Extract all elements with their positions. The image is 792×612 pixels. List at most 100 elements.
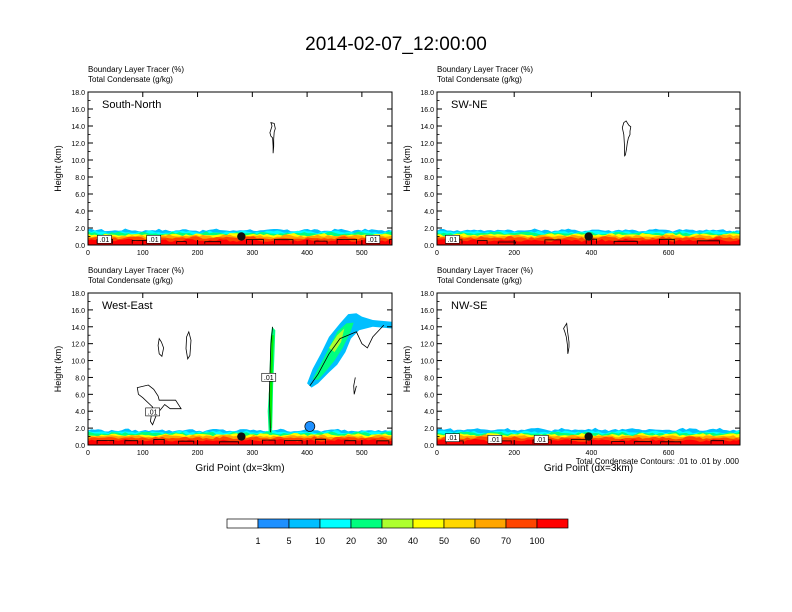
y-tick-label: 10.0	[420, 359, 434, 366]
colorbar-cell	[226, 518, 259, 529]
y-axis-label: Height (km)	[402, 145, 412, 192]
y-tick-label: 10.0	[71, 158, 85, 165]
colorbar-cell	[536, 518, 569, 529]
y-tick-label: 16.0	[420, 308, 434, 315]
y-axis-label: Height (km)	[53, 346, 63, 393]
y-tick-label: 14.0	[420, 124, 434, 131]
panel-heading-tracer: Boundary Layer Tracer (%)	[88, 65, 184, 74]
condensate-contour	[621, 120, 632, 157]
contour-label: .01	[445, 235, 460, 244]
panel-west-east: Boundary Layer Tracer (%)Total Condensat…	[53, 266, 393, 474]
colorbar-label: 70	[501, 536, 511, 546]
y-tick-label: 12.0	[71, 141, 85, 148]
x-tick-label: 400	[301, 450, 313, 457]
y-tick-label: 14.0	[71, 124, 85, 131]
y-tick-label: 4.0	[75, 409, 85, 416]
y-tick-label: 8.0	[424, 375, 434, 382]
main-title: 2014-02-07_12:00:00	[305, 34, 487, 55]
panel-name: West-East	[102, 300, 153, 312]
surface-contours	[96, 438, 390, 444]
y-tick-label: 10.0	[71, 359, 85, 366]
y-tick-label: 12.0	[71, 342, 85, 349]
contour-label-box	[445, 433, 460, 442]
y-tick-label: 18.0	[71, 90, 85, 97]
contour-label-box	[365, 235, 381, 244]
contour-label-box	[487, 435, 503, 444]
panel-heading-tracer: Boundary Layer Tracer (%)	[437, 266, 533, 275]
x-tick-label: 400	[301, 250, 313, 257]
y-tick-label: 2.0	[424, 426, 434, 433]
y-tick-label: 6.0	[424, 392, 434, 399]
colorbar: 1 5 10 20 30 40 50 60 70 100	[226, 518, 569, 546]
x-tick-label: 0	[435, 250, 439, 257]
band-100	[88, 238, 392, 245]
small-cell	[304, 421, 316, 432]
y-tick-label: 0.0	[424, 243, 434, 250]
y-tick-label: 2.0	[75, 426, 85, 433]
x-tick-label: 500	[356, 250, 368, 257]
colorbar-label: 5	[286, 536, 291, 546]
contour-label-text: .01	[148, 409, 158, 416]
plot-area: .01 .01	[88, 293, 392, 445]
y-tick-label: 14.0	[420, 325, 434, 332]
condensate-contour	[136, 384, 182, 426]
colorbar-cell	[412, 518, 445, 529]
footnote: Total Condensate Contours: .01 to .01 by…	[576, 457, 740, 466]
x-tick-label: 600	[663, 450, 675, 457]
plot-background	[88, 293, 392, 445]
anvil-plume	[307, 313, 392, 388]
anvil-hotspot	[329, 328, 345, 353]
plot-area: .01	[437, 92, 740, 245]
contour-label: .01	[533, 435, 549, 444]
band-100	[437, 238, 740, 245]
contour-label-box	[445, 235, 460, 244]
y-tick-label: 8.0	[75, 175, 85, 182]
y-tick-label: 6.0	[75, 392, 85, 399]
colorbar-cell	[474, 518, 507, 529]
panel-sw-ne: Boundary Layer Tracer (%)Total Condensat…	[402, 65, 741, 257]
y-tick-label: 2.0	[424, 226, 434, 233]
location-marker	[237, 232, 246, 241]
contour-label: .01	[261, 372, 277, 382]
anvil-contour	[309, 324, 385, 387]
condensate-contour	[157, 337, 165, 358]
location-marker	[584, 432, 593, 441]
contour-label: .01	[145, 407, 160, 417]
contour-label-text: .01	[264, 375, 274, 382]
y-tick-label: 8.0	[424, 175, 434, 182]
panel-heading-condensate: Total Condensate (g/kg)	[437, 75, 522, 84]
colorbar-cell	[288, 518, 321, 529]
colorbar-label: 100	[529, 536, 544, 546]
plot-area: .01 .01 .01	[88, 92, 392, 245]
x-tick-label: 100	[137, 450, 149, 457]
contour-label: .01	[146, 235, 162, 244]
column-core	[269, 335, 274, 429]
contour-label-box	[146, 235, 162, 244]
condensate-contour	[563, 322, 570, 354]
y-tick-label: 18.0	[71, 291, 85, 298]
plot-background	[437, 92, 740, 245]
panel-name: South-North	[102, 99, 161, 111]
contour-label-box	[261, 372, 277, 382]
contour-label-box	[97, 235, 112, 244]
condensate-contour	[269, 122, 276, 154]
x-tick-label: 400	[586, 450, 598, 457]
y-tick-label: 6.0	[424, 192, 434, 199]
y-tick-label: 18.0	[420, 291, 434, 298]
colorbar-label: 1	[255, 536, 260, 546]
y-tick-label: 16.0	[71, 107, 85, 114]
contour-label-text: .01	[448, 237, 458, 244]
contour-label-text: .01	[448, 435, 458, 442]
contour-label-text: .01	[100, 237, 110, 244]
x-tick-label: 0	[86, 250, 90, 257]
x-tick-label: 200	[508, 250, 520, 257]
colorbar-cell	[350, 518, 383, 529]
colorbar-label: 20	[346, 536, 356, 546]
colorbar-cell	[319, 518, 352, 529]
plot-background	[437, 293, 740, 445]
colorbar-label: 30	[377, 536, 387, 546]
y-tick-label: 0.0	[75, 243, 85, 250]
contour-label: .01	[365, 235, 381, 244]
panel-south-north: Boundary Layer Tracer (%)Total Condensat…	[53, 65, 393, 257]
contour-label-box	[145, 407, 160, 417]
